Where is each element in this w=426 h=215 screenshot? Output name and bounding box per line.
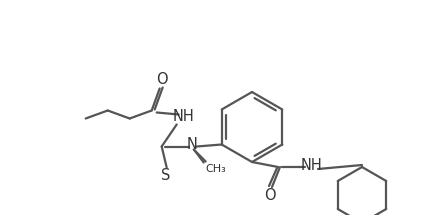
Text: N: N <box>186 137 197 152</box>
Text: O: O <box>156 72 167 87</box>
Text: S: S <box>161 168 170 183</box>
Text: NH: NH <box>301 158 323 172</box>
Text: NH: NH <box>173 109 195 124</box>
Text: O: O <box>264 189 276 204</box>
Text: CH₃: CH₃ <box>206 163 227 174</box>
